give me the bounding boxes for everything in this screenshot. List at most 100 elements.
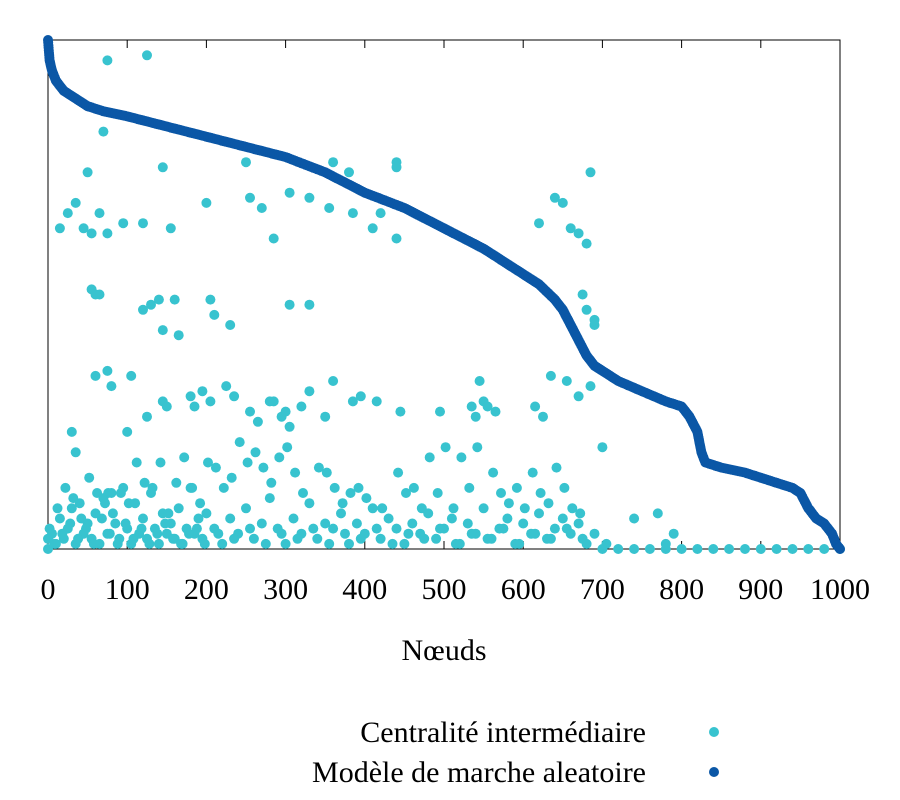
data-point	[54, 223, 65, 234]
data-point	[464, 482, 475, 493]
data-point	[755, 544, 766, 554]
data-point	[280, 538, 291, 549]
data-point	[213, 528, 224, 539]
data-point	[740, 544, 750, 554]
data-point	[163, 508, 174, 519]
data-point	[771, 544, 782, 554]
data-point	[234, 437, 245, 448]
data-point	[157, 325, 168, 336]
data-point	[308, 523, 319, 534]
x-axis-title: Nœuds	[401, 634, 486, 667]
data-point	[44, 523, 55, 534]
data-point	[82, 167, 93, 178]
data-point	[171, 477, 182, 488]
data-point	[250, 447, 261, 458]
data-point	[424, 452, 435, 463]
data-point	[138, 513, 148, 524]
data-point	[803, 544, 814, 554]
data-point	[152, 528, 163, 539]
data-point	[581, 304, 592, 315]
data-point	[534, 508, 544, 519]
data-point	[567, 503, 578, 514]
data-point	[538, 411, 548, 422]
data-point	[252, 416, 263, 427]
data-point	[519, 503, 530, 514]
x-tick-label: 100	[105, 573, 150, 606]
data-point	[168, 533, 179, 544]
data-point	[304, 299, 315, 310]
data-point	[242, 457, 253, 468]
data-point	[153, 538, 164, 549]
data-point	[176, 538, 187, 549]
x-tick-label: 1000	[810, 573, 870, 606]
data-point	[577, 533, 588, 544]
data-point	[581, 238, 592, 249]
data-point	[336, 508, 346, 519]
data-point	[371, 523, 382, 534]
data-point	[527, 467, 538, 478]
data-point	[503, 498, 514, 509]
data-point	[102, 365, 113, 376]
data-point	[589, 320, 600, 330]
data-point	[629, 513, 640, 524]
data-point	[466, 528, 477, 539]
x-tick-label: 200	[184, 573, 229, 606]
data-point	[324, 203, 335, 213]
data-point	[268, 396, 279, 407]
data-point	[90, 370, 101, 381]
data-point	[347, 208, 358, 219]
data-point	[337, 498, 348, 509]
data-point	[276, 528, 287, 539]
data-point	[407, 518, 418, 529]
data-point	[88, 538, 99, 549]
data-point	[470, 411, 481, 422]
data-point	[103, 488, 114, 498]
data-point	[110, 518, 121, 529]
plot-frame	[47, 39, 841, 550]
data-point	[144, 538, 155, 549]
data-point	[245, 406, 255, 417]
data-point	[70, 447, 81, 458]
data-point	[191, 523, 202, 534]
data-point	[98, 126, 109, 137]
data-point	[298, 488, 308, 498]
data-point	[496, 488, 506, 498]
data-point	[264, 493, 275, 504]
x-tick-label: 800	[659, 573, 704, 606]
data-point	[313, 462, 324, 473]
data-point	[65, 518, 76, 529]
data-point	[320, 411, 331, 422]
data-point	[391, 233, 402, 244]
data-point	[155, 457, 166, 468]
data-point	[399, 538, 410, 549]
data-point	[304, 192, 315, 203]
series-2	[43, 35, 845, 554]
data-point	[652, 508, 663, 519]
data-point	[290, 467, 301, 478]
x-tick-label: 700	[580, 573, 625, 606]
data-point	[403, 528, 414, 539]
data-point	[199, 538, 210, 549]
data-point	[613, 544, 624, 554]
data-point	[375, 533, 386, 544]
data-point	[120, 518, 131, 529]
data-point	[106, 381, 117, 392]
data-point	[488, 467, 499, 478]
data-point	[157, 162, 168, 173]
data-point	[676, 544, 687, 554]
data-point	[169, 294, 180, 305]
data-point	[387, 538, 398, 549]
data-point	[435, 523, 445, 534]
data-point	[351, 518, 362, 529]
data-point	[258, 462, 269, 473]
data-point	[136, 523, 147, 534]
data-point	[355, 391, 366, 402]
data-point	[329, 482, 340, 493]
data-point	[543, 498, 554, 509]
data-point	[96, 513, 107, 524]
data-point	[347, 396, 358, 407]
data-point	[573, 518, 584, 529]
data-point	[440, 442, 451, 453]
data-point	[128, 533, 139, 544]
